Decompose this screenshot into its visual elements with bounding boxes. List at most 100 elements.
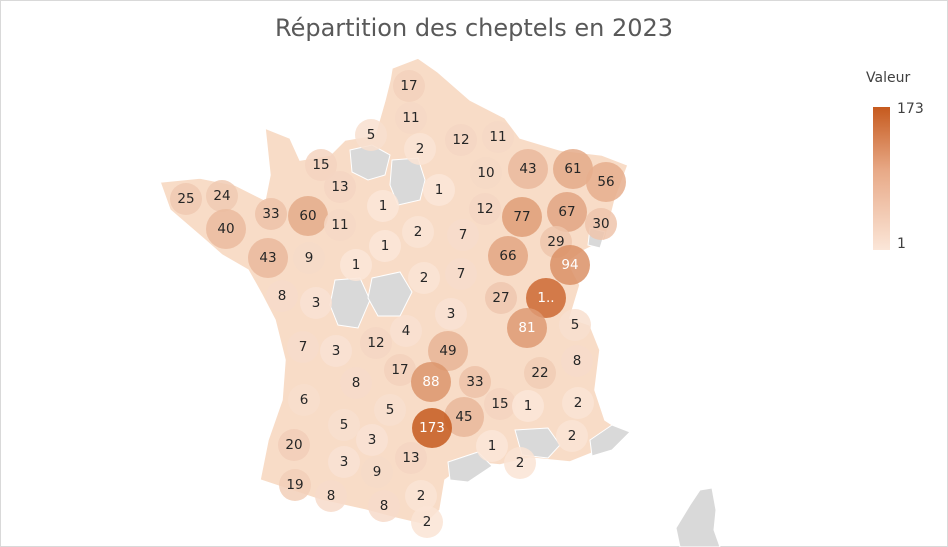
- region-37: [485, 282, 517, 314]
- region-label-26: 29: [547, 234, 564, 250]
- region-60: [328, 409, 360, 441]
- region-70: [315, 480, 347, 512]
- region-label-45: 3: [332, 343, 341, 359]
- region-6: [305, 149, 337, 181]
- region-label-70: 8: [327, 488, 336, 504]
- region-63: [476, 430, 508, 462]
- region-label-50: 33: [466, 374, 483, 390]
- region-49: [411, 362, 451, 402]
- region-label-28: 9: [305, 250, 314, 266]
- region-label-22: 30: [592, 216, 609, 232]
- region-label-61: 20: [285, 437, 302, 453]
- region-62: [356, 424, 388, 456]
- legend-min-label: 1: [897, 236, 906, 252]
- region-73: [411, 506, 443, 538]
- region-27: [248, 238, 288, 278]
- region-16: [288, 196, 328, 236]
- region-label-21: 67: [558, 204, 575, 220]
- region-label-58: 2: [574, 395, 583, 411]
- region-12: [423, 174, 455, 206]
- region-label-23: 40: [217, 221, 234, 237]
- region-label-19: 12: [476, 201, 493, 217]
- region-36: [300, 287, 332, 319]
- region-label-2: 5: [367, 127, 376, 143]
- region-43: [559, 309, 591, 341]
- region-label-66: 3: [340, 454, 349, 470]
- region-label-49: 88: [422, 374, 439, 390]
- region-label-71: 2: [417, 488, 426, 504]
- region-21: [547, 192, 587, 232]
- region-61: [278, 429, 310, 461]
- region-label-68: 2: [516, 455, 525, 471]
- region-label-29: 1: [352, 257, 361, 273]
- region-1: [395, 102, 427, 134]
- region-19: [469, 193, 501, 225]
- region-label-14: 24: [213, 188, 230, 204]
- region-53: [288, 384, 320, 416]
- region-14: [206, 180, 238, 212]
- region-label-40: 4: [402, 323, 411, 339]
- region-label-47: 8: [573, 353, 582, 369]
- region-label-35: 8: [278, 288, 287, 304]
- region-32: [550, 245, 590, 285]
- region-label-20: 77: [513, 209, 530, 225]
- region-label-18: 1: [379, 198, 388, 214]
- region-47: [561, 345, 593, 377]
- region-label-43: 5: [571, 317, 580, 333]
- region-label-44: 7: [299, 339, 308, 355]
- region-label-62: 3: [368, 432, 377, 448]
- region-label-54: 5: [386, 402, 395, 418]
- region-17: [324, 209, 356, 241]
- no-data-languedoc: [447, 451, 493, 483]
- region-label-3: 2: [416, 141, 425, 157]
- region-41: [360, 327, 392, 359]
- region-label-17: 11: [331, 217, 348, 233]
- region-31: [488, 236, 528, 276]
- region-3: [404, 133, 436, 165]
- region-7: [324, 171, 356, 203]
- region-57: [512, 390, 544, 422]
- region-label-0: 17: [400, 78, 417, 94]
- region-15: [255, 198, 287, 230]
- region-label-30: 1: [381, 238, 390, 254]
- region-label-25: 7: [459, 227, 468, 243]
- region-label-31: 66: [499, 248, 516, 264]
- region-0: [393, 70, 425, 102]
- region-label-51: 22: [531, 365, 548, 381]
- region-52: [340, 367, 372, 399]
- region-label-59: 173: [419, 420, 445, 436]
- region-label-46: 49: [439, 343, 456, 359]
- region-label-34: 7: [457, 266, 466, 282]
- region-51: [524, 357, 556, 389]
- no-data-corsica: [675, 487, 721, 547]
- region-label-41: 12: [367, 335, 384, 351]
- region-label-42: 81: [518, 320, 535, 336]
- region-35: [266, 280, 298, 312]
- chart-title: Répartition des cheptels en 2023: [274, 14, 674, 42]
- region-label-52: 8: [352, 375, 361, 391]
- region-label-24: 2: [414, 224, 423, 240]
- region-11: [470, 157, 502, 189]
- region-label-9: 61: [564, 161, 581, 177]
- region-30: [369, 230, 401, 262]
- region-label-27: 43: [259, 250, 276, 266]
- region-label-15: 33: [262, 206, 279, 222]
- region-38: [526, 278, 566, 318]
- legend-color-scale: [873, 107, 890, 250]
- region-label-4: 12: [452, 132, 469, 148]
- region-33: [408, 262, 440, 294]
- region-22: [585, 208, 617, 240]
- region-24: [402, 216, 434, 248]
- no-data-riviera: [589, 424, 631, 457]
- region-9: [553, 149, 593, 189]
- region-10: [586, 162, 626, 202]
- region-label-39: 3: [447, 306, 456, 322]
- region-label-67: 9: [373, 464, 382, 480]
- region-54: [374, 394, 406, 426]
- region-42: [507, 308, 547, 348]
- region-69: [279, 469, 311, 501]
- region-29: [340, 249, 372, 281]
- region-label-10: 56: [597, 174, 614, 190]
- region-55: [444, 397, 484, 437]
